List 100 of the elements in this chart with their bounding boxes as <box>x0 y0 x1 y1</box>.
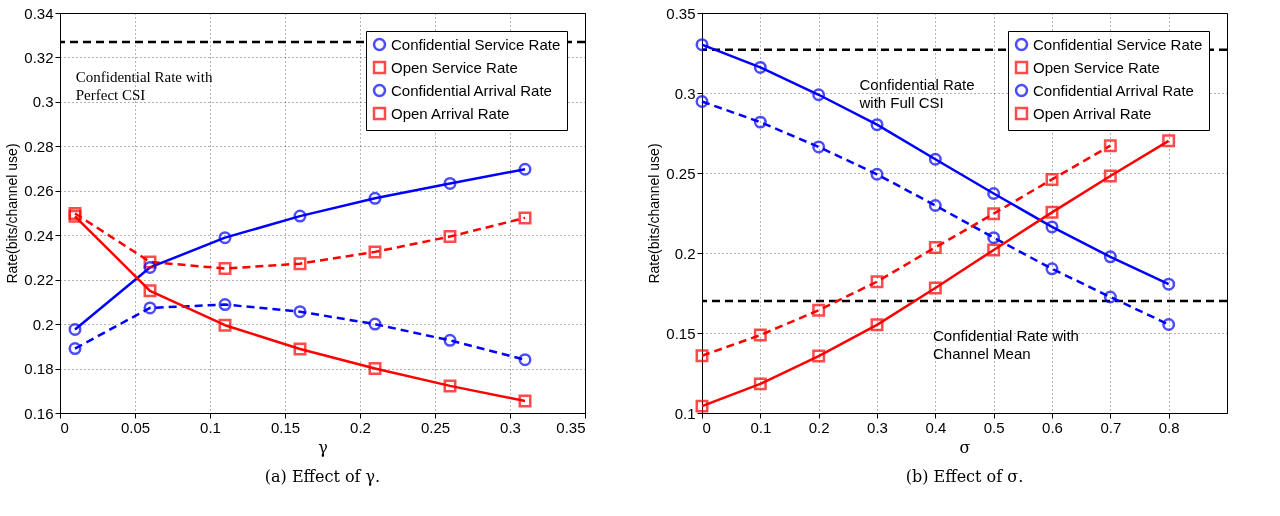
point <box>1103 139 1117 153</box>
y-tick-label: 0.34 <box>24 4 54 22</box>
point <box>753 328 767 342</box>
legend-label: Confidential Service Rate <box>1033 35 1203 53</box>
y-tick-label: 0.3 <box>32 93 54 111</box>
point <box>293 257 307 271</box>
point <box>1045 172 1059 186</box>
point <box>695 38 709 52</box>
ref-line-label: Confidential Rate with Channel Mean <box>933 327 1079 362</box>
point <box>218 318 232 332</box>
point <box>293 305 307 319</box>
x-tick-label: 0.2 <box>350 418 371 436</box>
text: (a) Effect of γ. <box>264 467 381 486</box>
point <box>518 162 532 176</box>
point <box>218 262 232 276</box>
x-tick-label: 0.5 <box>983 418 1005 436</box>
x-axis-title: γ <box>318 437 328 457</box>
x-tick-label: 0.7 <box>1100 418 1122 436</box>
point <box>1162 277 1176 291</box>
x-tick-label: 0.1 <box>750 418 772 436</box>
y-axis-title: Rate(bits/channel use) <box>4 143 21 284</box>
point <box>1162 318 1176 331</box>
point <box>1103 290 1117 304</box>
x-tick-label: 0 <box>702 418 711 436</box>
point <box>368 317 382 331</box>
y-tick-label: 0.3 <box>674 84 696 102</box>
x-tick-label: 0.3 <box>867 418 888 436</box>
point <box>143 260 157 274</box>
point <box>443 176 457 190</box>
y-tick-label: 0.28 <box>24 137 54 155</box>
point <box>1103 250 1117 264</box>
point <box>928 199 942 212</box>
point <box>753 377 767 391</box>
y-tick-label: 0.24 <box>24 226 54 244</box>
y-tick-label: 0.15 <box>666 324 696 342</box>
point <box>1045 205 1059 219</box>
x-tick-label: 0.35 <box>556 418 586 436</box>
y-tick-label: 0.32 <box>24 48 54 66</box>
x-axis-title: σ <box>959 437 971 457</box>
point <box>143 284 157 298</box>
y-tick-label: 0.1 <box>674 404 696 422</box>
point <box>518 394 532 408</box>
point <box>987 187 1001 200</box>
point <box>293 342 307 356</box>
y-tick-label: 0.2 <box>32 315 54 333</box>
text: (b) Effect of σ. <box>905 467 1024 486</box>
point <box>753 115 767 129</box>
x-tick-label: 0.05 <box>120 418 151 436</box>
point <box>928 240 942 254</box>
legend-label: Open Service Rate <box>1033 58 1160 76</box>
x-tick-label: 0.3 <box>500 418 521 436</box>
point <box>695 95 709 108</box>
legend-label: Confidential Arrival Rate <box>391 81 552 99</box>
point <box>695 349 709 363</box>
legend-label: Open Arrival Rate <box>1033 104 1152 122</box>
point <box>518 353 532 367</box>
point <box>695 399 709 413</box>
legend-label: Open Arrival Rate <box>391 104 510 122</box>
point <box>1103 169 1117 183</box>
point <box>368 191 382 205</box>
y-tick-label: 0.22 <box>24 271 54 289</box>
y-tick-label: 0.26 <box>24 182 54 200</box>
legend-label: Open Service Rate <box>391 58 518 76</box>
point <box>68 322 82 336</box>
point <box>1162 134 1176 148</box>
point <box>928 281 942 295</box>
x-tick-label: 0.15 <box>270 418 301 436</box>
point <box>368 362 382 376</box>
point <box>870 275 884 289</box>
point <box>812 88 826 102</box>
point <box>812 303 826 317</box>
point <box>1045 220 1059 234</box>
y-tick-label: 0.16 <box>24 404 54 422</box>
y-tick-label: 0.25 <box>666 164 696 182</box>
point <box>443 333 457 347</box>
x-tick-label: 0 <box>60 418 69 436</box>
point <box>218 231 232 245</box>
point <box>987 231 1001 245</box>
point <box>443 230 457 244</box>
y-tick-label: 0.35 <box>666 4 696 22</box>
point <box>987 207 1001 221</box>
point <box>987 243 1001 257</box>
point <box>753 60 767 74</box>
x-tick-label: 0.4 <box>925 418 947 436</box>
point <box>368 245 382 259</box>
x-tick-label: 0.8 <box>1158 418 1180 436</box>
x-tick-label: 0.1 <box>200 418 221 436</box>
ref-line-label: Confidential Rate with Perfect CSI <box>75 68 213 103</box>
point <box>1045 262 1059 276</box>
point <box>218 298 232 312</box>
y-tick-label: 0.18 <box>24 360 54 378</box>
point <box>870 318 884 332</box>
point <box>293 209 307 223</box>
point <box>143 301 157 315</box>
x-tick-label: 0.2 <box>808 418 830 436</box>
point <box>68 342 82 356</box>
point <box>928 152 942 166</box>
point <box>812 140 826 154</box>
x-tick-label: 0.25 <box>420 418 451 436</box>
ref-line-label: Confidential Rate with Full CSI <box>858 75 975 111</box>
